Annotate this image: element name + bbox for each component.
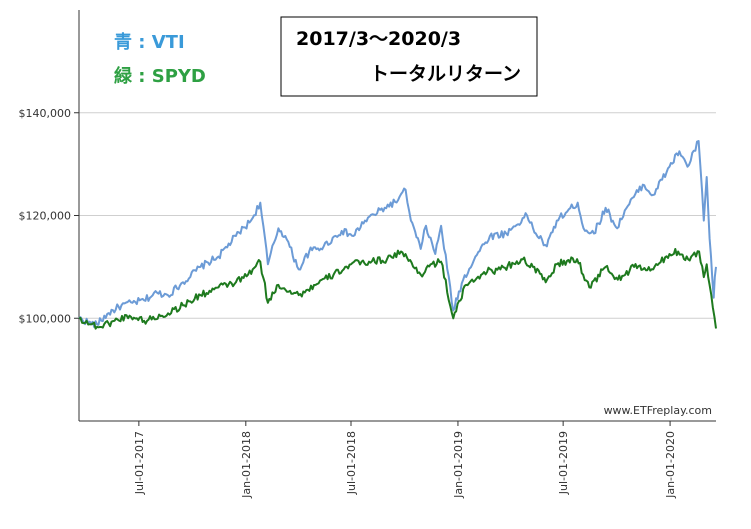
y-tick-label-2: $140,000 <box>19 107 72 120</box>
x-tick-label-3: Jan-01-2019 <box>452 431 465 499</box>
series-lines <box>78 140 717 330</box>
legend-entry-spyd: 緑 : SPYD <box>114 65 206 87</box>
series-line-vti <box>78 140 717 328</box>
y-axis-ticks: $100,000 $120,000 $140,000 <box>19 107 79 325</box>
x-tick-label-2: Jul-01-2018 <box>345 431 358 495</box>
legend-entry-vti: 青 : VTI <box>114 32 185 53</box>
x-tick-label-1: Jan-01-2018 <box>240 431 253 499</box>
title-box <box>280 16 538 97</box>
series-line-spyd <box>78 248 717 330</box>
x-tick-label-0: Jul-01-2017 <box>133 431 146 495</box>
x-tick-label-5: Jan-01-2020 <box>664 431 677 499</box>
x-axis-ticks: Jul-01-2017 Jan-01-2018 Jul-01-2018 Jan-01-… <box>133 421 677 499</box>
x-tick-label-4: Jul-01-2019 <box>557 431 570 495</box>
y-tick-label-0: $100,000 <box>19 312 72 325</box>
chart-title-period: 2017/3～2020/3 <box>296 28 461 50</box>
watermark-text: www.ETFreplay.com <box>604 404 712 417</box>
y-tick-label-1: $120,000 <box>19 210 72 223</box>
chart-title-subtitle: トータルリターン <box>370 63 521 85</box>
